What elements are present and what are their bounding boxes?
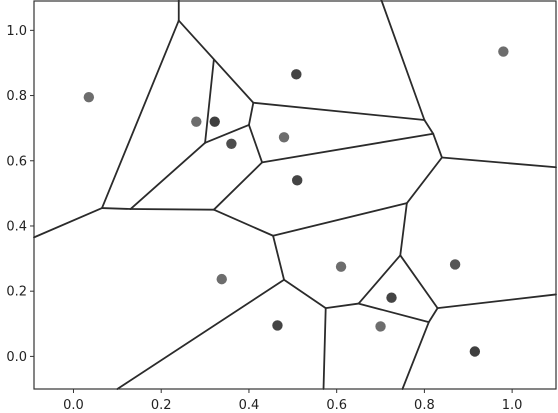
voronoi-edge: [427, 307, 439, 324]
voronoi-edge: [101, 207, 132, 210]
voronoi-edge: [357, 254, 402, 305]
data-point: [291, 69, 302, 80]
voronoi-edge: [252, 101, 426, 121]
y-tick-label: 0.6: [6, 154, 27, 169]
voronoi-edge: [423, 119, 435, 135]
voronoi-edge: [405, 156, 443, 205]
data-point: [449, 259, 461, 270]
data-point: [375, 321, 386, 332]
y-tick-label: 1.0: [6, 24, 27, 39]
voronoi-edge: [441, 156, 557, 169]
data-point: [83, 91, 95, 103]
x-tick-label: 0.4: [239, 398, 260, 413]
plot-frame: [33, 0, 557, 390]
y-tick-label: 0.4: [6, 219, 27, 234]
x-tick-label: 1.0: [502, 398, 523, 413]
voronoi-edge: [129, 141, 206, 210]
voronoi-edge: [380, 0, 426, 121]
voronoi-edge: [177, 19, 255, 104]
voronoi-edge: [272, 202, 408, 237]
data-point: [226, 138, 237, 150]
x-axis: 0.0 0.2 0.4 0.6 0.8 1.0: [63, 389, 522, 413]
voronoi-edge: [33, 207, 103, 239]
data-point: [498, 46, 509, 57]
voronoi-edge: [212, 161, 264, 211]
voronoi-edges: [33, 0, 557, 390]
voronoi-edge: [261, 132, 435, 164]
x-tick-label: 0.2: [151, 398, 172, 413]
voronoi-edge: [399, 254, 439, 310]
voronoi-edge: [436, 293, 557, 310]
y-tick-label: 0.0: [6, 350, 27, 365]
voronoi-edge: [401, 321, 430, 390]
data-point: [469, 346, 481, 357]
voronoi-edge: [432, 132, 443, 159]
data-point: [191, 116, 202, 127]
voronoi-edge: [272, 234, 285, 281]
y-axis: 0.0 0.2 0.4 0.6 0.8 1.0: [6, 24, 34, 365]
voronoi-edge: [204, 58, 215, 144]
x-tick-label: 0.8: [414, 398, 435, 413]
x-tick-label: 0.0: [63, 398, 84, 413]
voronoi-edge: [399, 202, 408, 257]
scatter-points: [83, 46, 509, 357]
voronoi-edge: [283, 278, 327, 310]
voronoi-edge: [357, 302, 430, 324]
data-point: [216, 273, 227, 285]
y-tick-label: 0.2: [6, 285, 27, 300]
voronoi-edge: [116, 278, 285, 390]
voronoi-edge: [322, 307, 327, 390]
voronoi-edge: [204, 123, 250, 144]
data-point: [335, 261, 347, 272]
voronoi-edge: [324, 302, 360, 310]
data-point: [291, 175, 303, 186]
data-point: [209, 116, 220, 127]
y-tick-label: 0.8: [6, 89, 27, 104]
data-point: [272, 320, 283, 331]
data-point: [386, 292, 397, 303]
voronoi-edge: [212, 208, 274, 237]
x-tick-label: 0.6: [326, 398, 347, 413]
voronoi-edge: [248, 123, 264, 164]
voronoi-edge: [248, 101, 255, 126]
voronoi-edge: [129, 208, 215, 211]
data-point: [278, 132, 290, 143]
voronoi-edge: [101, 19, 180, 209]
